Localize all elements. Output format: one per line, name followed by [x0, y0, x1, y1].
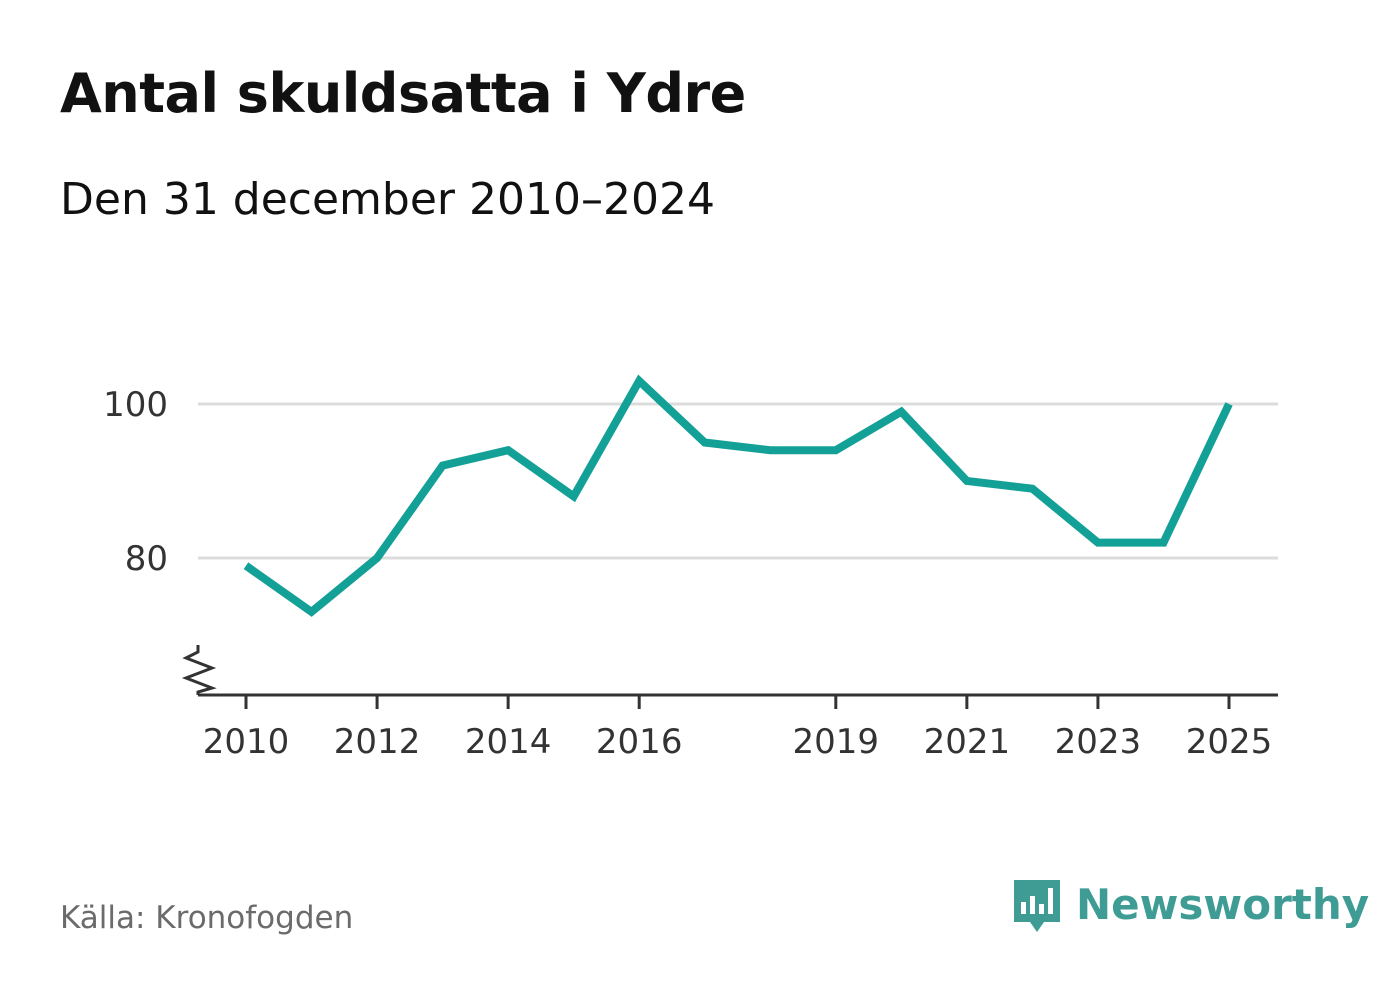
axis-break-icon	[181, 645, 217, 695]
x-tick-label-2016: 2016	[596, 722, 683, 762]
chart-title: Antal skuldsatta i Ydre	[60, 62, 746, 125]
brand-name: Newsworthy	[1076, 880, 1370, 929]
x-tick-label-2021: 2021	[924, 722, 1011, 762]
source-note: Källa: Kronofogden	[60, 900, 354, 936]
axes: 80 100 2010 2012 2014 2016 2019 2021 2023 2025	[103, 385, 1278, 762]
brand-logo: Newsworthy	[1010, 878, 1369, 942]
y-tick-label-80: 80	[125, 539, 168, 579]
x-tick-label-2025: 2025	[1186, 722, 1273, 762]
chart-subtitle: Den 31 december 2010–2024	[60, 174, 715, 225]
x-tick-label-2019: 2019	[793, 722, 880, 762]
x-tick-label-2010: 2010	[203, 722, 290, 762]
x-tick-label-2014: 2014	[465, 722, 552, 762]
newsworthy-logo-icon	[1014, 880, 1060, 932]
x-tick-label-2012: 2012	[334, 722, 421, 762]
x-tick-label-2023: 2023	[1055, 722, 1142, 762]
gridlines	[198, 402, 1278, 560]
y-tick-label-100: 100	[103, 385, 168, 425]
series-layer	[243, 374, 1233, 617]
series-line-0	[243, 374, 1233, 617]
